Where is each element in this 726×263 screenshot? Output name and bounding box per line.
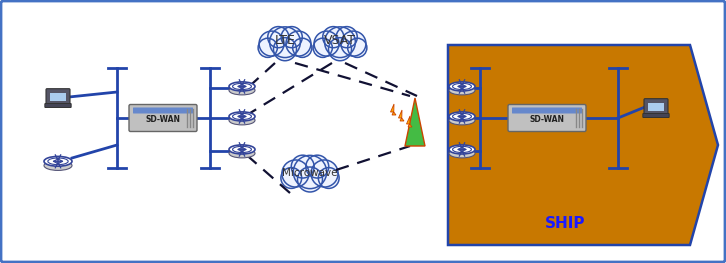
Ellipse shape (449, 116, 475, 125)
FancyBboxPatch shape (133, 108, 193, 114)
Circle shape (325, 27, 355, 58)
FancyBboxPatch shape (129, 104, 197, 132)
Circle shape (318, 168, 339, 188)
Circle shape (314, 31, 339, 56)
FancyBboxPatch shape (46, 89, 70, 105)
Circle shape (282, 160, 309, 187)
Circle shape (311, 160, 338, 187)
Ellipse shape (452, 83, 471, 90)
Ellipse shape (452, 113, 471, 120)
Ellipse shape (229, 145, 255, 154)
Ellipse shape (449, 149, 475, 158)
Text: LTE: LTE (274, 33, 295, 47)
Circle shape (286, 31, 311, 56)
Circle shape (336, 27, 357, 48)
Circle shape (348, 38, 367, 57)
FancyBboxPatch shape (644, 99, 668, 115)
Circle shape (281, 168, 302, 188)
Text: SHIP: SHIP (544, 215, 585, 230)
Ellipse shape (48, 158, 68, 165)
Ellipse shape (232, 83, 251, 90)
Text: VSAT: VSAT (324, 33, 356, 47)
Ellipse shape (229, 116, 255, 125)
FancyBboxPatch shape (508, 104, 586, 132)
Ellipse shape (44, 156, 72, 166)
Circle shape (291, 155, 314, 178)
Circle shape (313, 38, 333, 57)
Circle shape (293, 38, 312, 57)
Circle shape (328, 38, 351, 61)
Ellipse shape (449, 145, 475, 154)
Circle shape (281, 27, 302, 48)
Ellipse shape (232, 113, 251, 120)
Circle shape (341, 31, 366, 56)
Text: SD-WAN: SD-WAN (145, 115, 181, 124)
Circle shape (268, 27, 289, 48)
Ellipse shape (229, 112, 255, 121)
Polygon shape (399, 110, 404, 121)
Text: SD-WAN: SD-WAN (529, 115, 565, 124)
FancyBboxPatch shape (643, 114, 669, 118)
Circle shape (323, 27, 344, 48)
Ellipse shape (449, 86, 475, 95)
Ellipse shape (449, 82, 475, 91)
Polygon shape (448, 45, 718, 245)
Circle shape (274, 38, 296, 61)
Ellipse shape (232, 146, 251, 153)
Circle shape (306, 155, 329, 178)
Circle shape (298, 167, 322, 192)
Ellipse shape (452, 146, 471, 153)
Ellipse shape (449, 112, 475, 121)
Circle shape (293, 155, 327, 189)
Circle shape (269, 27, 301, 58)
Polygon shape (391, 104, 396, 115)
FancyBboxPatch shape (50, 93, 66, 102)
Ellipse shape (229, 149, 255, 158)
Text: Microwave: Microwave (282, 168, 338, 178)
FancyBboxPatch shape (648, 103, 664, 112)
Circle shape (258, 38, 277, 57)
Ellipse shape (229, 82, 255, 91)
Circle shape (259, 31, 284, 56)
Ellipse shape (229, 86, 255, 95)
Ellipse shape (44, 161, 72, 170)
Polygon shape (405, 98, 425, 146)
FancyBboxPatch shape (512, 108, 582, 114)
FancyBboxPatch shape (45, 104, 71, 108)
Polygon shape (407, 116, 412, 127)
